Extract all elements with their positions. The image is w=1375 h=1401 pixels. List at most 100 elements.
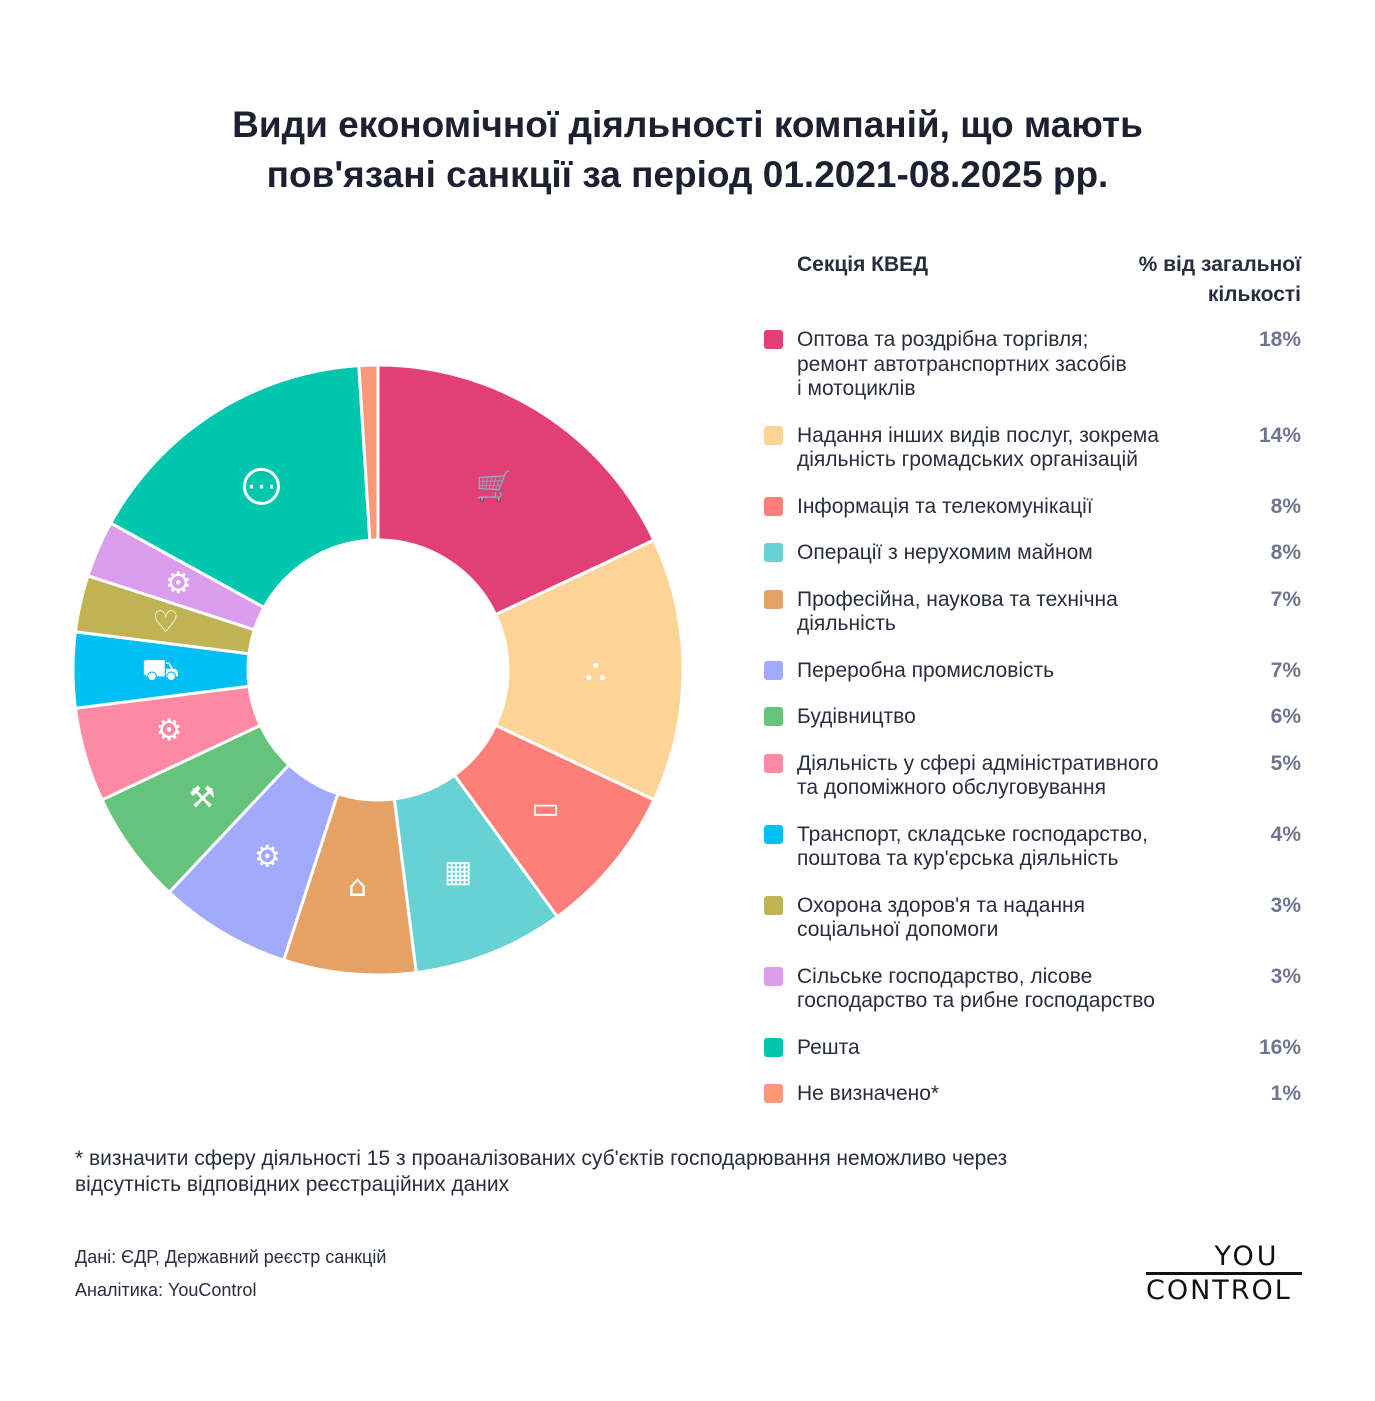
legend-label: Сільське господарство, лісове господарств… [797, 965, 1241, 1014]
legend-label: Будівництво [797, 705, 1241, 730]
legend-swatch [764, 425, 783, 445]
legend-item: Інформація та телекомунікації 8% [764, 495, 1301, 520]
legend-percent: 5% [1270, 751, 1301, 775]
laptop-user-icon: ▭ [531, 791, 559, 826]
footnote-line-2: відсутність відповідних реєстраційних да… [75, 1173, 510, 1196]
legend-label-line: Решта [797, 1035, 860, 1059]
legend-label-line: ремонт автотранспортних засобів [797, 352, 1127, 376]
legend: Оптова та роздрібна торгівля; ремонт авто… [764, 328, 1301, 1129]
legend-label: Решта [797, 1036, 1241, 1061]
legend-percent: 4% [1270, 822, 1301, 846]
legend-item: Не визначено* 1% [764, 1082, 1301, 1107]
legend-label-line: Оптова та роздрібна торгівля; [797, 328, 1089, 351]
footnote: * визначити сферу діяльності 15 з проана… [75, 1146, 1007, 1198]
title-line-1: Види економічної діяльності компаній, що… [232, 104, 1143, 145]
legend-percent: 7% [1270, 658, 1301, 682]
legend-swatch [764, 589, 783, 609]
legend-label-line: Сільське господарство, лісове [797, 964, 1093, 988]
legend-item: Оптова та роздрібна торгівля; ремонт авто… [764, 328, 1301, 402]
shopping-cart-icon: 🛒 [476, 468, 513, 504]
source-data: Дані: ЄДР, Державний реєстр санкцій [75, 1247, 387, 1267]
hammer-icon: ⚒ [189, 780, 216, 815]
worker-gears-icon: ⚙ [254, 840, 281, 875]
legend-swatch [764, 824, 783, 844]
source-analytics: Аналітика: YouControl [75, 1280, 257, 1300]
legend-label-line: Будівництво [797, 705, 916, 728]
legend-label: Надання інших видів послуг, зокрема діяль… [797, 424, 1241, 473]
legend-swatch [764, 330, 783, 349]
legend-header-category: Секція КВЕД [797, 253, 929, 276]
logo-bar [1146, 1272, 1302, 1275]
chart-title: Види економічної діяльності компаній, що… [0, 100, 1375, 200]
legend-header-percent: % від загальної кількості [1101, 250, 1301, 310]
youcontrol-logo: YOU CONTROL [1146, 1243, 1302, 1306]
legend-item: Професійна, наукова та технічна діяльніст… [764, 588, 1301, 637]
legend-label-line: та допоміжного обслуговування [797, 776, 1106, 799]
legend-percent: 6% [1270, 705, 1301, 728]
donut-slice-12 [357, 363, 380, 542]
legend-item: Діяльність у сфері адміністративного та д… [764, 752, 1301, 801]
donut-slice-0 [376, 363, 656, 617]
legend-header-percent-text: % від загальної кількості [1138, 253, 1301, 306]
legend-percent: 18% [1258, 328, 1301, 351]
legend-item: Будівництво 6% [764, 705, 1301, 730]
legend-label-line: Не визначено* [797, 1082, 940, 1105]
legend-item: Надання інших видів послуг, зокрема діяль… [764, 424, 1301, 473]
legend-percent: 14% [1258, 423, 1301, 447]
building-icon: ▦ [444, 855, 472, 890]
truck-icon: ⛟ [142, 653, 180, 688]
engineer-gear-icon: ⚙ [156, 713, 183, 748]
legend-label: Діяльність у сфері адміністративного та д… [797, 752, 1241, 801]
more-dots-icon-ring [242, 467, 280, 505]
legend-percent: 7% [1270, 587, 1301, 611]
legend-swatch [764, 753, 783, 773]
logo-bottom: CONTROL [1146, 1275, 1292, 1306]
legend-swatch [764, 895, 783, 915]
legend-swatch [764, 966, 783, 986]
legend-label-line: Транспорт, складське господарство, [797, 822, 1148, 846]
org-chart-icon: ⛬ [585, 653, 606, 688]
legend-label-line: соціальної допомоги [797, 918, 999, 941]
title-line-2: пов'язані санкції за період 01.2021-08.2… [266, 154, 1109, 195]
legend-percent: 3% [1270, 964, 1301, 988]
legend-percent: 3% [1270, 893, 1301, 917]
legend-label-line: господарство та рибне господарство [797, 989, 1155, 1012]
tractor-icon: ⚙ [165, 566, 192, 601]
legend-label-line: Інформація та телекомунікації [797, 494, 1093, 518]
legend-label: Охорона здоров'я та надання соціальної до… [797, 894, 1241, 943]
heart-pulse-icon: ♡ [152, 605, 179, 640]
donut-slice-1 [493, 538, 685, 802]
legend-item: Сільське господарство, лісове господарств… [764, 965, 1301, 1014]
more-dots-icon: ⋯ [246, 469, 276, 504]
legend-swatch [764, 660, 783, 680]
legend-item: Переробна промисловість 7% [764, 659, 1301, 684]
legend-label-line: Діяльність у сфері адміністративного [797, 751, 1159, 775]
legend-label-line: діяльність громадських організацій [797, 448, 1138, 471]
legend-swatch [764, 543, 783, 562]
footnote-line-1: * визначити сферу діяльності 15 з проана… [75, 1147, 1008, 1170]
graduation-cap-icon: ⌂ [348, 869, 367, 904]
legend-label-line: Переробна промисловість [797, 658, 1055, 682]
legend-swatch [764, 1084, 783, 1103]
legend-item: Охорона здоров'я та надання соціальної до… [764, 894, 1301, 943]
legend-label-line: і мотоциклів [797, 377, 916, 400]
legend-label: Інформація та телекомунікації [797, 495, 1241, 520]
legend-label: Не визначено* [797, 1082, 1241, 1107]
legend-item: Операції з нерухомим майном 8% [764, 541, 1301, 566]
legend-swatch [764, 1037, 783, 1057]
donut-chart: 🛒⛬▭▦⌂⚙⚒⚙⛟♡⚙⋯ [71, 363, 685, 977]
legend-label: Транспорт, складське господарство, поштов… [797, 823, 1241, 872]
legend-item: Транспорт, складське господарство, поштов… [764, 823, 1301, 872]
donut-slice-11 [108, 364, 372, 610]
legend-label-line: Операції з нерухомим майном [797, 541, 1093, 564]
legend-item: Решта 16% [764, 1036, 1301, 1061]
logo-top: YOU [1214, 1241, 1280, 1272]
legend-label-line: Надання інших видів послуг, зокрема [797, 423, 1159, 447]
legend-label: Професійна, наукова та технічна діяльніст… [797, 588, 1241, 637]
legend-label-line: Охорона здоров'я та надання [797, 893, 1086, 917]
legend-label-line: Професійна, наукова та технічна [797, 587, 1118, 611]
legend-label-line: діяльність [797, 612, 896, 635]
legend-swatch [764, 496, 783, 516]
legend-label: Операції з нерухомим майном [797, 541, 1241, 566]
legend-label-line: поштова та кур'єрська діяльність [797, 847, 1119, 870]
